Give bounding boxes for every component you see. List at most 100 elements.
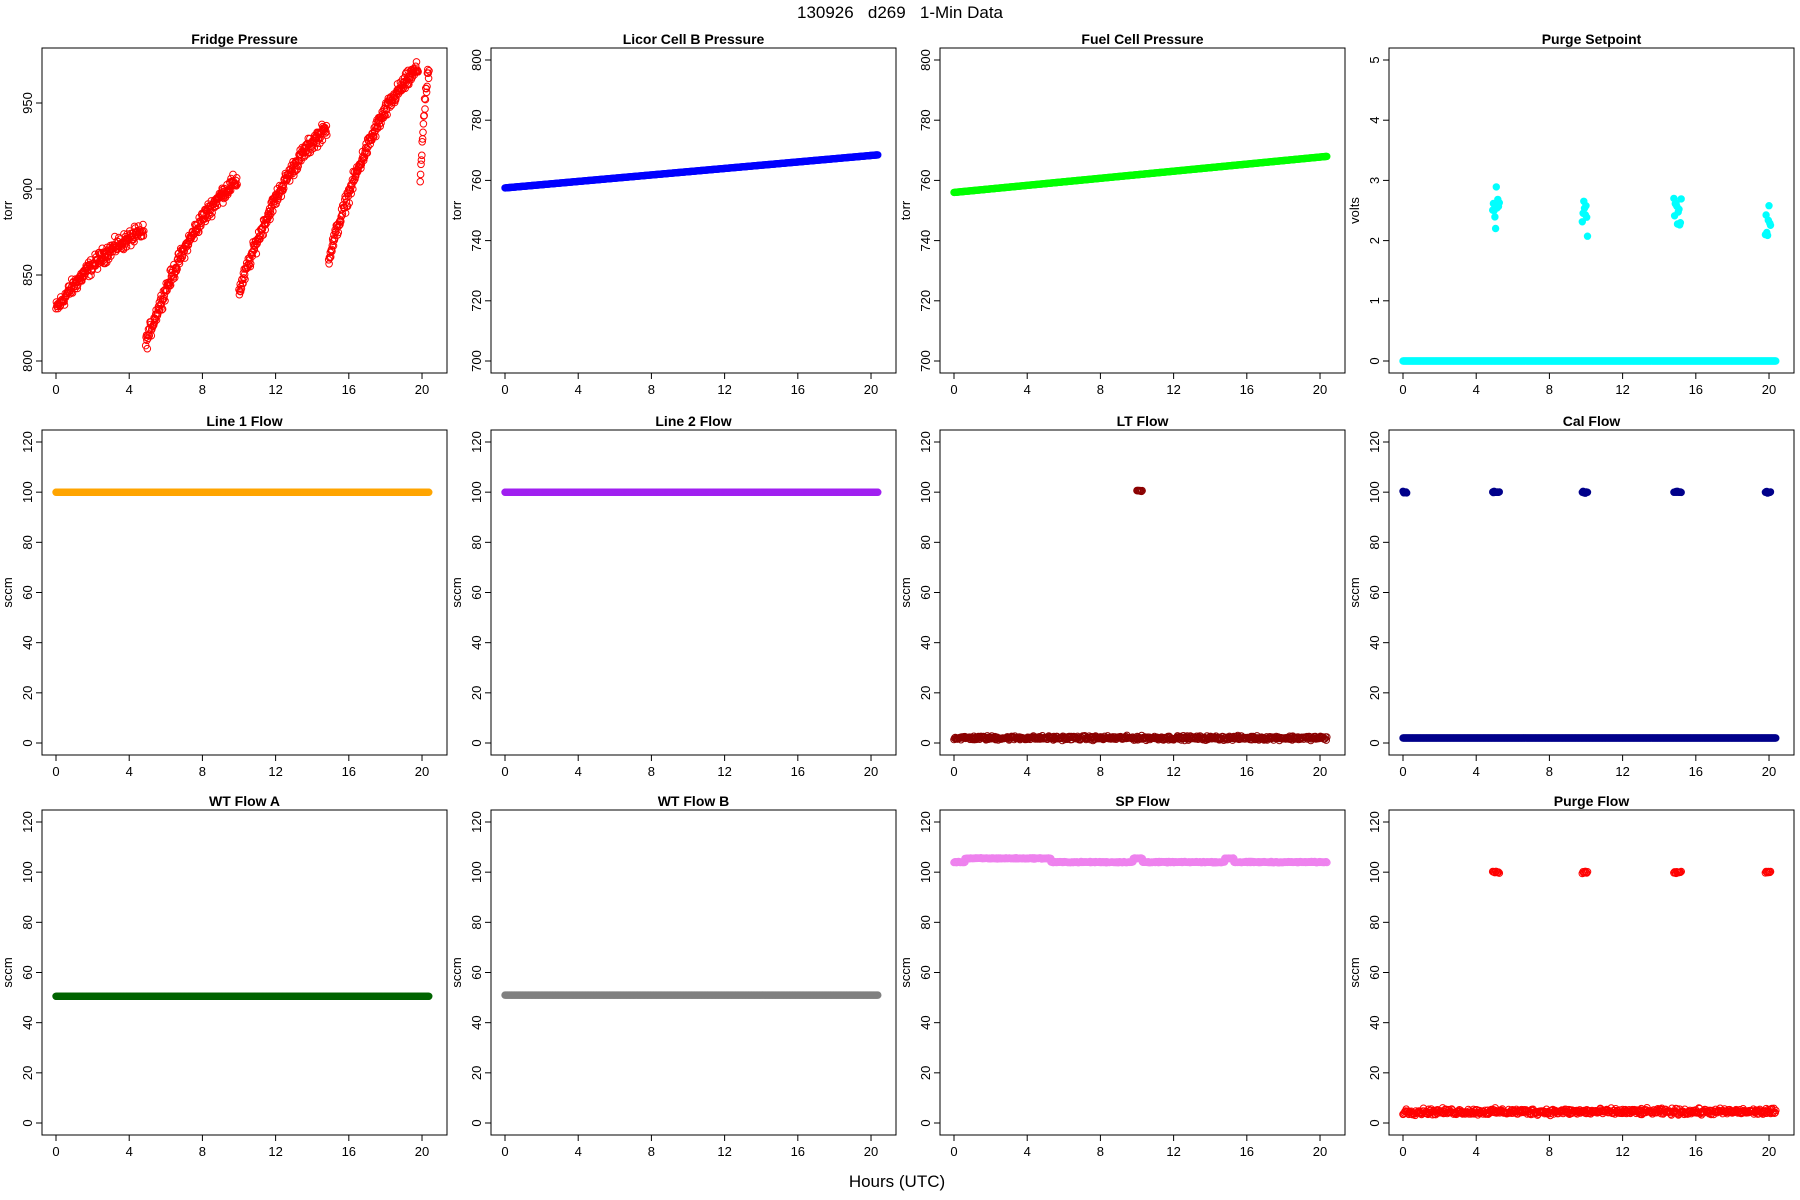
y-axis-label: torr [0,200,15,220]
data-point [1491,213,1499,221]
x-tick-label: 16 [1240,382,1254,397]
data-point [347,189,356,198]
plot-frame [939,47,1346,374]
data-point [364,143,372,151]
y-tick-label: 800 [918,49,933,71]
data-point [241,275,249,284]
y-tick-label: 120 [469,431,484,453]
data-point [419,128,427,137]
y-tick-label: 720 [918,290,933,312]
y-axis-label: torr [449,200,464,220]
data-point [60,301,69,309]
y-tick-label: 780 [469,109,484,131]
data-point [425,488,433,496]
x-tick-label: 0 [950,382,957,397]
y-tick-label: 0 [918,739,933,746]
data-point [1766,221,1775,229]
data-point [139,220,147,229]
x-tick-label: 0 [52,382,59,397]
data-point [180,254,189,262]
data-point [351,175,359,184]
data-point [1765,201,1773,210]
plot-frame [490,429,897,756]
y-tick-label: 950 [20,92,35,114]
data-point [93,265,102,273]
y-tick-label: 20 [1367,686,1382,700]
data-point [73,284,82,293]
y-axis-label: sccm [898,577,913,607]
y-tick-label: 700 [918,350,933,372]
y-tick-label: 60 [918,585,933,599]
panel-title: Line 1 Flow [206,413,282,429]
x-tick-label: 4 [1024,764,1031,779]
y-tick-label: 60 [469,585,484,599]
data-point [1583,232,1592,240]
x-tick-label: 12 [1166,382,1180,397]
y-axis-label: volts [1347,197,1362,224]
data-point [252,249,261,258]
data-point [158,306,166,314]
x-tick-label: 12 [1166,764,1180,779]
data-point [205,211,214,219]
data-point [1495,198,1503,207]
data-point [412,58,421,66]
data-point [175,259,184,268]
x-tick-label: 20 [864,382,878,397]
y-tick-label: 850 [20,264,35,286]
x-tick-label: 20 [415,382,429,397]
data-point [301,148,310,157]
y-tick-label: 60 [20,585,35,599]
data-point [1491,224,1500,233]
data-point [143,344,152,353]
data-points [501,488,882,496]
data-point [419,120,428,128]
panel-title: Licor Cell B Pressure [623,31,765,47]
data-point [1582,201,1590,210]
data-point [166,282,174,290]
data-point [190,234,198,243]
data-point [349,185,357,193]
data-point [418,151,426,160]
data-points [52,488,433,496]
data-point [318,136,327,144]
x-tick-label: 8 [1546,382,1553,397]
y-tick-label: 740 [918,230,933,252]
y-axis-label: torr [898,200,913,220]
y-axis-label: sccm [1347,577,1362,607]
data-point [1772,357,1780,365]
data-point [239,279,247,288]
data-point [359,156,368,165]
y-tick-label: 5 [1367,56,1382,63]
y-tick-label: 1 [1367,297,1382,304]
plot-frame [41,47,448,374]
x-tick-label: 16 [1689,764,1703,779]
y-tick-label: 900 [20,178,35,200]
figure-title: 130926 d269 1-Min Data [797,3,1004,22]
x-tick-label: 8 [1097,382,1104,397]
x-tick-label: 8 [648,764,655,779]
data-point [1675,205,1683,213]
data-point [330,231,338,239]
x-tick-label: 4 [1473,764,1480,779]
x-tick-label: 0 [1399,764,1406,779]
plot-frame [1388,429,1795,756]
x-tick-label: 4 [575,382,582,397]
x-tick-label: 12 [717,382,731,397]
x-tick-label: 16 [1689,382,1703,397]
data-point [424,65,432,74]
y-tick-label: 0 [1367,739,1382,746]
data-point [269,207,277,216]
y-tick-label: 80 [1367,535,1382,549]
data-point [329,242,338,250]
x-tick-label: 12 [1615,382,1629,397]
data-point [1582,213,1591,221]
data-point [285,177,294,185]
panel-title: LT Flow [1117,413,1169,429]
plot-frame [41,429,448,756]
data-point [78,277,86,285]
data-point [417,160,425,169]
